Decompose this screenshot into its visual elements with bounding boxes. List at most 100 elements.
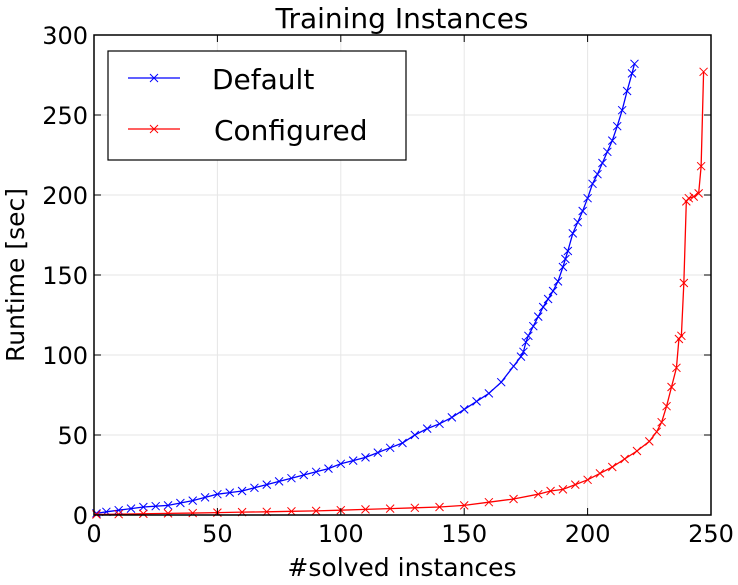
data-point-configured — [583, 475, 592, 485]
data-point-default — [622, 86, 632, 96]
data-point-default — [114, 505, 124, 515]
x-tick-label: 0 — [86, 520, 101, 548]
data-point-default — [311, 467, 321, 477]
x-tick-label: 100 — [318, 520, 364, 548]
data-point-default — [612, 121, 622, 131]
data-point-configured — [410, 503, 420, 513]
data-point-configured — [509, 494, 518, 504]
data-point-configured — [595, 469, 605, 478]
data-point-configured — [662, 401, 671, 411]
x-axis-label: #solved instances — [287, 553, 516, 582]
series-line-default — [96, 63, 636, 515]
chart-title: Training Instances — [274, 2, 528, 35]
data-point-configured — [139, 509, 148, 519]
data-point-default — [361, 453, 370, 462]
data-point-default — [336, 459, 346, 469]
data-point-configured — [684, 193, 694, 203]
legend-box — [107, 50, 407, 161]
data-point-default — [287, 473, 296, 483]
data-point-default — [548, 286, 558, 296]
data-point-configured — [652, 427, 662, 437]
data-point-default — [324, 464, 333, 473]
data-point-default — [617, 105, 627, 115]
data-point-default — [348, 456, 358, 465]
data-point-default — [578, 206, 588, 216]
y-tick-label: 200 — [42, 182, 88, 210]
data-point-default — [528, 321, 538, 331]
data-point-default — [472, 397, 481, 406]
data-point-configured — [689, 192, 699, 201]
series-default — [92, 59, 639, 518]
data-point-default — [126, 504, 136, 513]
y-tick-label: 250 — [42, 102, 88, 130]
data-point-configured — [694, 189, 704, 198]
data-point-default — [250, 483, 259, 493]
data-point-default — [213, 489, 222, 499]
data-point-default — [176, 498, 185, 508]
data-point-configured — [696, 161, 706, 171]
y-tick-label: 300 — [42, 22, 88, 50]
data-point-default — [573, 217, 583, 227]
data-point-default — [274, 477, 284, 486]
data-point-default — [447, 413, 457, 422]
data-point-default — [151, 501, 161, 511]
legend-marker-configured — [149, 124, 159, 134]
data-point-default — [509, 361, 518, 371]
data-point-default — [538, 302, 548, 312]
legend-x-configured — [149, 124, 159, 134]
data-point-configured — [677, 331, 686, 341]
data-point-default — [561, 254, 570, 264]
data-point-default — [385, 443, 395, 453]
data-point-default — [139, 502, 148, 512]
data-point-default — [484, 389, 494, 398]
data-point-default — [563, 246, 573, 256]
legend: Default Configured — [107, 50, 407, 161]
data-point-default — [398, 438, 407, 448]
x-tick-label: 150 — [441, 520, 487, 548]
data-point-configured — [546, 486, 555, 496]
data-point-configured — [632, 446, 642, 456]
y-axis-label: Runtime [sec] — [1, 188, 30, 362]
series-line-configured — [96, 71, 705, 516]
data-point-configured — [657, 417, 666, 427]
ticks: 0 50 100 150 200 250 0 50 100 150 200 250 300 — [42, 22, 734, 548]
data-point-configured — [287, 506, 296, 516]
x-tick-label: 50 — [202, 520, 233, 548]
y-tick-label: 50 — [57, 422, 88, 450]
data-point-default — [237, 486, 247, 496]
data-point-configured — [620, 454, 629, 464]
data-point-configured — [667, 382, 676, 392]
y-tick-label: 0 — [73, 502, 88, 530]
data-point-configured — [484, 497, 494, 507]
data-point-default — [200, 493, 210, 502]
y-tick-label: 150 — [42, 262, 88, 290]
legend-x-default — [149, 73, 159, 83]
data-point-configured — [533, 489, 543, 499]
data-point-configured — [699, 67, 708, 77]
data-point-default — [627, 69, 637, 78]
data-point-default — [588, 179, 597, 189]
data-point-configured — [311, 506, 321, 516]
data-point-default — [607, 136, 617, 145]
data-point-default — [496, 377, 506, 387]
data-point-default — [558, 262, 568, 272]
legend-label-configured: Configured — [214, 114, 367, 147]
data-point-default — [459, 405, 469, 414]
data-point-default — [519, 347, 528, 357]
data-point-default — [188, 496, 198, 505]
data-point-default — [533, 312, 543, 321]
data-point-configured — [114, 509, 124, 519]
data-point-default — [543, 294, 553, 304]
data-point-default — [435, 419, 444, 429]
data-point-configured — [672, 363, 681, 373]
x-tick-label: 250 — [688, 520, 734, 548]
data-point-configured — [459, 501, 469, 510]
data-point-default — [568, 229, 578, 238]
data-point-default — [598, 158, 607, 168]
data-point-default — [225, 488, 235, 497]
data-point-default — [583, 193, 592, 203]
data-point-default — [516, 352, 526, 361]
data-point-default — [299, 470, 309, 480]
data-point-configured — [558, 485, 568, 494]
data-point-default — [163, 501, 173, 510]
